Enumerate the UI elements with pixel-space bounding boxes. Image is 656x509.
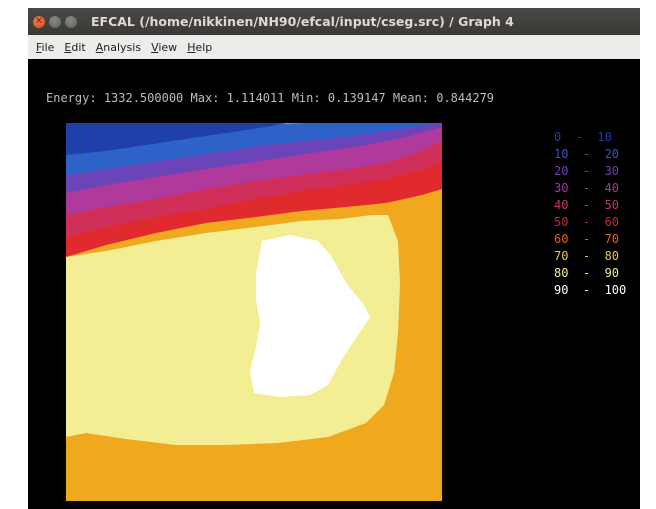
color-legend: 0 - 10 10 - 20 20 - 30 30 - 40 40 - 50 5… — [554, 129, 626, 299]
menu-help[interactable]: Help — [187, 41, 212, 54]
min-label: Min: — [291, 91, 321, 105]
energy-value: 1332.500000 — [103, 91, 184, 105]
app-window: × EFCAL (/home/nikkinen/NH90/efcal/input… — [28, 8, 640, 509]
menu-view-mnemonic: V — [151, 40, 159, 54]
menu-edit[interactable]: Edit — [64, 41, 85, 54]
close-icon[interactable]: × — [33, 15, 45, 28]
graph-canvas: Energy: 1332.500000 Max: 1.114011 Min: 0… — [28, 59, 640, 509]
legend-item: 50 - 60 — [554, 215, 620, 229]
minimize-icon[interactable] — [49, 15, 61, 28]
energy-label: Energy: — [46, 91, 97, 105]
maximize-icon[interactable] — [65, 15, 77, 28]
menu-file-label: ile — [41, 40, 55, 54]
band-90-100 — [250, 235, 370, 397]
legend-item: 60 - 70 — [554, 232, 620, 246]
menu-analysis-label: nalysis — [103, 40, 142, 54]
max-value: 1.114011 — [226, 91, 285, 105]
legend-item: 90 - 100 — [554, 283, 627, 297]
menu-bar: File Edit Analysis View Help — [28, 35, 640, 60]
legend-item: 80 - 90 — [554, 266, 620, 280]
legend-item: 30 - 40 — [554, 181, 620, 195]
window-controls: × — [33, 15, 77, 28]
legend-item: 10 - 20 — [554, 147, 620, 161]
band-80-90-edge — [66, 379, 72, 391]
menu-edit-label: dit — [71, 40, 86, 54]
legend-item: 70 - 80 — [554, 249, 620, 263]
mean-label: Mean: — [392, 91, 429, 105]
max-label: Max: — [190, 91, 220, 105]
legend-item: 0 - 10 — [554, 130, 612, 144]
menu-file[interactable]: File — [36, 41, 54, 54]
menu-analysis[interactable]: Analysis — [96, 41, 141, 54]
band-20-30 — [66, 123, 442, 193]
menu-edit-mnemonic: E — [64, 40, 72, 54]
menu-help-label: elp — [195, 40, 213, 54]
menu-analysis-mnemonic: A — [95, 40, 104, 54]
menu-view[interactable]: View — [151, 41, 177, 54]
menu-file-mnemonic: F — [36, 40, 42, 54]
menu-view-label: iew — [158, 40, 178, 54]
field-heatmap — [66, 123, 442, 501]
mean-value: 0.844279 — [436, 91, 495, 105]
legend-item: 40 - 50 — [554, 198, 620, 212]
legend-item: 20 - 30 — [554, 164, 620, 178]
stats-readout: Energy: 1332.500000 Max: 1.114011 Min: 0… — [46, 91, 494, 105]
band-0-10 — [66, 123, 286, 155]
window-title: EFCAL (/home/nikkinen/NH90/efcal/input/c… — [91, 14, 514, 29]
menu-help-mnemonic: H — [187, 40, 196, 54]
min-value: 0.139147 — [327, 91, 386, 105]
title-bar[interactable]: × EFCAL (/home/nikkinen/NH90/efcal/input… — [28, 8, 640, 35]
